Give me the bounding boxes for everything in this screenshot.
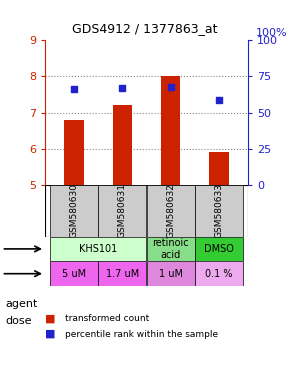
Text: GSM580633: GSM580633 [214, 183, 224, 238]
Text: DMSO: DMSO [204, 244, 234, 254]
Text: percentile rank within the sample: percentile rank within the sample [65, 329, 218, 339]
Point [120, 85, 125, 91]
FancyBboxPatch shape [50, 185, 98, 237]
Text: agent: agent [6, 299, 38, 309]
FancyBboxPatch shape [147, 261, 195, 286]
Point [217, 97, 221, 103]
Text: ■: ■ [45, 329, 55, 339]
Text: transformed count: transformed count [65, 314, 150, 323]
Text: GSM580632: GSM580632 [166, 183, 175, 238]
Text: 1.7 uM: 1.7 uM [106, 269, 139, 279]
Text: ■: ■ [45, 314, 55, 324]
Bar [161, 76, 180, 185]
Text: 100%: 100% [256, 28, 288, 38]
FancyBboxPatch shape [50, 237, 146, 261]
FancyBboxPatch shape [147, 237, 195, 261]
Point [72, 86, 76, 92]
Text: 0.1 %: 0.1 % [205, 269, 233, 279]
FancyBboxPatch shape [98, 185, 146, 237]
Text: KHS101: KHS101 [79, 244, 117, 254]
Bar [113, 105, 132, 185]
FancyBboxPatch shape [195, 261, 243, 286]
Bar [209, 152, 229, 185]
Text: GDS4912 / 1377863_at: GDS4912 / 1377863_at [72, 22, 218, 35]
FancyBboxPatch shape [147, 185, 195, 237]
FancyBboxPatch shape [195, 185, 243, 237]
Point [168, 83, 173, 89]
Text: GSM580631: GSM580631 [118, 183, 127, 238]
FancyBboxPatch shape [50, 261, 98, 286]
FancyBboxPatch shape [195, 237, 243, 261]
FancyBboxPatch shape [98, 261, 146, 286]
Bar [64, 120, 84, 185]
Text: GSM580630: GSM580630 [69, 183, 79, 238]
Text: 5 uM: 5 uM [62, 269, 86, 279]
Text: retinoic
acid: retinoic acid [152, 238, 189, 260]
Text: 1 uM: 1 uM [159, 269, 183, 279]
Text: dose: dose [6, 316, 32, 326]
